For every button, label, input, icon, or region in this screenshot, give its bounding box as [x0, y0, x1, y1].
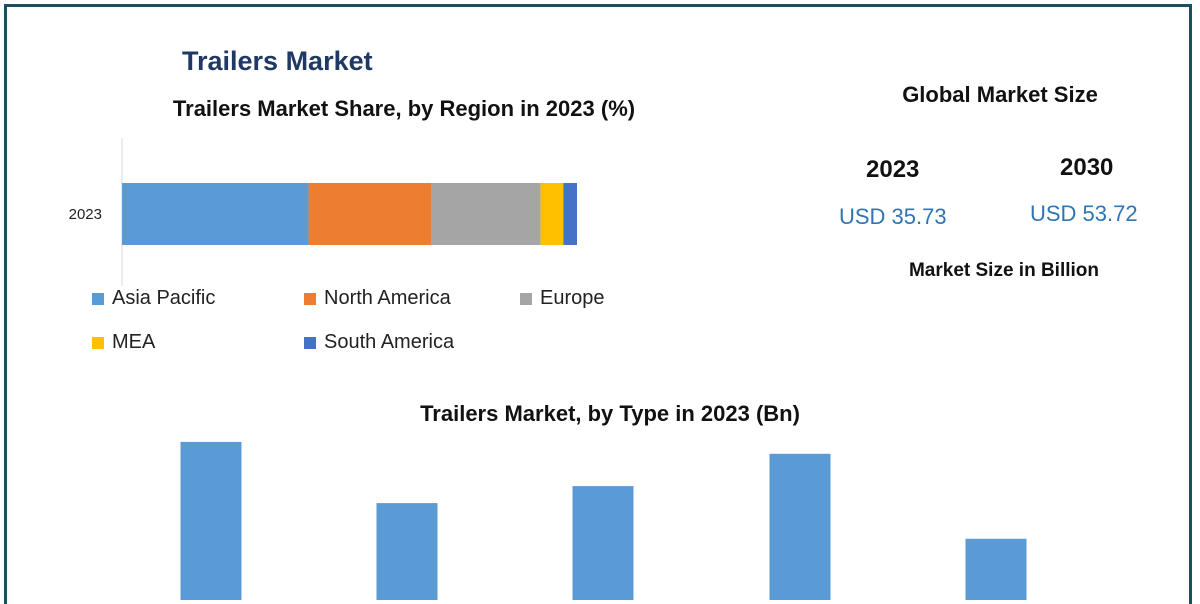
legend-label: Asia Pacific — [112, 287, 216, 309]
share-segment-south-america — [563, 183, 577, 245]
market-year-2023: 2023 — [866, 156, 920, 183]
legend-item-mea: MEA — [92, 331, 155, 354]
region-share-chart: 2023 — [69, 138, 577, 286]
page-title: Trailers Market — [182, 46, 373, 76]
market-value-2030: USD 53.72 — [1030, 201, 1138, 226]
type-chart-title: Trailers Market, by Type in 2023 (Bn) — [420, 401, 800, 426]
share-segment-mea — [540, 183, 564, 245]
share-segment-europe — [431, 183, 541, 245]
legend-item-europe: Europe — [520, 287, 605, 310]
share-segment-asia-pacific — [122, 183, 309, 245]
legend-swatch — [304, 336, 316, 349]
legend-item-south-america: South America — [304, 331, 454, 354]
legend-label: Europe — [540, 287, 605, 309]
chart-frame — [4, 4, 1192, 604]
legend-swatch — [304, 292, 316, 305]
legend-label: MEA — [112, 331, 156, 353]
market-size-unit-note: Market Size in Billion — [908, 260, 1100, 281]
legend-swatch — [520, 292, 532, 305]
region-share-title: Trailers Market Share, by Region in 2023… — [172, 96, 636, 121]
share-segment-north-america — [308, 183, 432, 245]
legend-swatch — [92, 336, 104, 349]
market-year-2030: 2030 — [1060, 154, 1114, 181]
share-category-label: 2023 — [69, 206, 102, 223]
legend-label: North America — [324, 287, 451, 309]
global-market-size-title: Global Market Size — [902, 82, 1098, 107]
legend-item-north-america: North America — [304, 287, 451, 310]
legend-item-asia-pacific: Asia Pacific — [92, 287, 215, 310]
legend-swatch — [92, 292, 104, 305]
market-value-2023: USD 35.73 — [839, 204, 947, 229]
legend-label: South America — [324, 331, 455, 353]
